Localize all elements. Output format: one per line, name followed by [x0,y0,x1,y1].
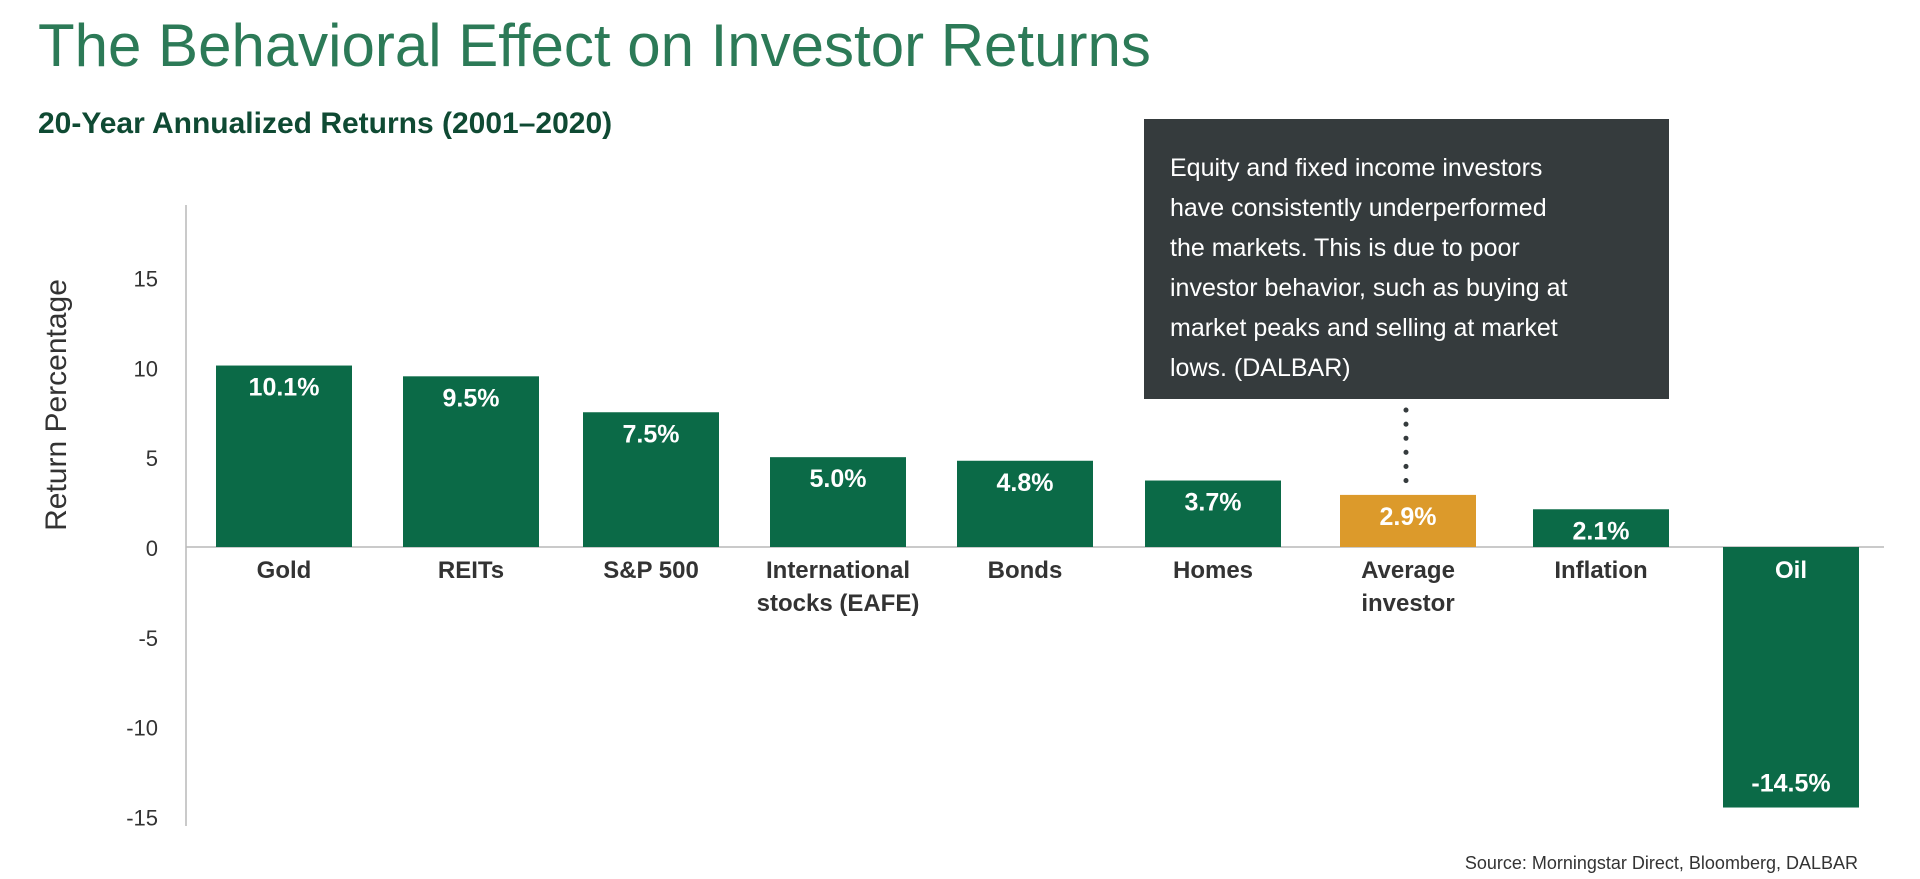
y-tick-label: -10 [126,716,158,741]
source-note: Source: Morningstar Direct, Bloomberg, D… [1465,853,1858,873]
category-label: International stocks (EAFE) [757,557,920,617]
callout-text-line: have consistently underperformed [1170,194,1547,222]
y-tick-label: -5 [138,626,158,651]
category-label: Gold [257,557,312,584]
callout-text-line: investor behavior, such as buying at [1170,274,1568,302]
bar [1145,480,1281,547]
y-axis-label: Return Percentage [40,279,73,531]
bar-value-label: 4.8% [997,469,1054,497]
bar [957,460,1093,547]
bar [1533,509,1669,547]
category-label: Bonds [988,557,1063,584]
y-tick-label: -15 [126,806,158,831]
y-tick-label: 0 [146,536,158,561]
category-labels: Gold REITs S&P 500 International stocks (EAF… [257,557,1807,617]
category-label: Inflation [1554,557,1647,584]
bar [583,412,719,547]
bar-value-label: -14.5% [1751,770,1830,798]
chart-title: The Behavioral Effect on Investor Return… [38,12,1151,79]
callout-text-line: Equity and fixed income investors [1170,154,1542,182]
chart-subtitle: 20-Year Annualized Returns (2001–2020) [38,107,612,140]
bars [216,365,1859,808]
bar-value-label: 2.9% [1380,503,1437,531]
y-tick-label: 15 [134,267,158,292]
bar [770,457,906,547]
bar-value-label: 5.0% [810,465,867,493]
category-label: REITs [438,557,504,584]
bar-value-label: 9.5% [443,384,500,412]
callout-text-line: the markets. This is due to poor [1170,234,1520,262]
callout-text-line: market peaks and selling at market [1170,314,1558,342]
y-ticks: 15 10 5 0 -5 -10 -15 [126,267,158,831]
category-label: Homes [1173,557,1253,584]
category-label: S&P 500 [603,557,699,584]
y-tick-label: 5 [146,446,158,471]
category-label: Average investor [1361,557,1455,617]
callout-box [1144,119,1669,399]
bar [403,376,539,547]
bar-value-label: 2.1% [1573,517,1630,545]
annotation-callout: Equity and fixed income investors have co… [1144,119,1669,496]
bar-value-label: 7.5% [623,420,680,448]
callout-text: Equity and fixed income investors have co… [1170,154,1568,382]
bar [216,365,352,547]
bar-value-label: 3.7% [1185,489,1242,517]
bar [1723,547,1859,808]
category-label: Oil [1775,557,1807,584]
callout-text-line: lows. (DALBAR) [1170,354,1351,382]
bar-value-label: 10.1% [249,374,320,402]
value-labels: 10.1% 9.5% 7.5% 5.0% 4.8% 3.7% 2.9% 2.1% -14.5% [249,374,1831,798]
bar [1340,494,1476,547]
y-tick-label: 10 [134,356,158,381]
